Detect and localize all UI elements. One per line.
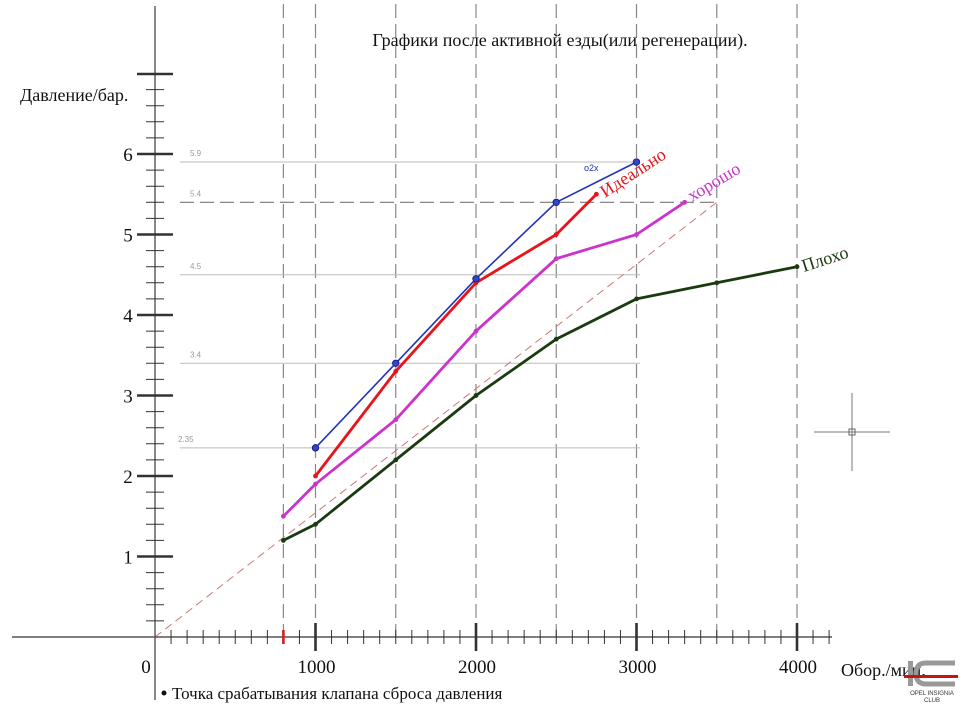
chart-title: Графики после активной езды(или регенера… bbox=[372, 30, 747, 51]
reference-level-label: 4.5 bbox=[190, 262, 202, 271]
data-point bbox=[634, 232, 639, 237]
data-point bbox=[553, 256, 559, 262]
series-line bbox=[282, 201, 686, 518]
series-line bbox=[282, 265, 798, 542]
axes-layer: 1 2 3 4 5 6 0 1000 2000 3000 4000 bbox=[12, 6, 832, 700]
reference-level-label: 3.4 bbox=[190, 350, 202, 359]
y-tick-label: 4 bbox=[123, 306, 133, 327]
footnote: Точка срабатывания клапана сброса давлен… bbox=[161, 684, 503, 703]
logo-emblem-icon bbox=[904, 660, 958, 687]
data-point bbox=[473, 328, 479, 334]
data-point bbox=[393, 368, 399, 374]
data-point bbox=[281, 538, 286, 543]
series-label: Плохо bbox=[799, 242, 851, 276]
x-tick-label: 1000 bbox=[298, 657, 336, 678]
y-tick-label: 1 bbox=[123, 548, 133, 569]
x-tick-label: 2000 bbox=[458, 657, 496, 678]
logo-text-line2: CLUB bbox=[924, 698, 940, 704]
data-point bbox=[311, 444, 320, 452]
series-line bbox=[314, 193, 598, 477]
reference-level-label: 2.35 bbox=[178, 435, 194, 444]
y-tick-label: 5 bbox=[123, 226, 133, 247]
reference-level-label: 5.9 bbox=[190, 149, 202, 158]
series-layer bbox=[281, 158, 800, 543]
grid-layer bbox=[282, 4, 798, 637]
footnote-bullet bbox=[161, 690, 167, 696]
x-tick-label: 0 bbox=[141, 657, 151, 678]
data-point bbox=[392, 359, 400, 367]
y-tick-label: 2 bbox=[123, 467, 133, 488]
x-tick-label: 3000 bbox=[619, 657, 657, 678]
data-point bbox=[473, 393, 479, 398]
reference-lines-layer: 5.9 5.4 4.5 3.4 2.35 bbox=[154, 149, 718, 638]
logo-text-line1: OPEL INSIGNIA bbox=[910, 691, 954, 697]
data-point bbox=[393, 417, 399, 423]
footnote-text: Точка срабатывания клапана сброса давлен… bbox=[172, 684, 503, 703]
series-label: хорошо bbox=[684, 158, 744, 205]
data-point bbox=[794, 264, 800, 270]
data-point bbox=[313, 473, 318, 479]
data-point bbox=[634, 296, 639, 302]
data-point bbox=[472, 275, 480, 283]
y-tick-label: 6 bbox=[123, 145, 133, 166]
diagonal-reference-line bbox=[154, 201, 718, 638]
data-point bbox=[313, 481, 318, 487]
data-point bbox=[593, 191, 599, 197]
x-tick-label: 4000 bbox=[779, 657, 817, 678]
club-logo: OPEL INSIGNIA CLUB bbox=[904, 660, 958, 704]
data-point bbox=[393, 457, 399, 463]
data-point bbox=[682, 199, 688, 205]
y-tick-label: 3 bbox=[123, 387, 133, 408]
data-point bbox=[552, 198, 560, 207]
data-point bbox=[553, 336, 559, 342]
crosshair-cursor-icon bbox=[814, 393, 890, 471]
data-point bbox=[553, 232, 559, 237]
data-point bbox=[714, 280, 720, 286]
y-axis-label: Давление/бар. bbox=[20, 85, 128, 105]
labels-layer: Идеально хорошо Плохо bbox=[596, 144, 850, 276]
series-label: Идеально bbox=[596, 144, 669, 201]
data-point bbox=[281, 513, 286, 519]
blue-marker-label: o2x bbox=[584, 163, 599, 173]
reference-level-label: 5.4 bbox=[190, 189, 202, 198]
data-point bbox=[313, 521, 318, 527]
data-point bbox=[632, 158, 641, 166]
